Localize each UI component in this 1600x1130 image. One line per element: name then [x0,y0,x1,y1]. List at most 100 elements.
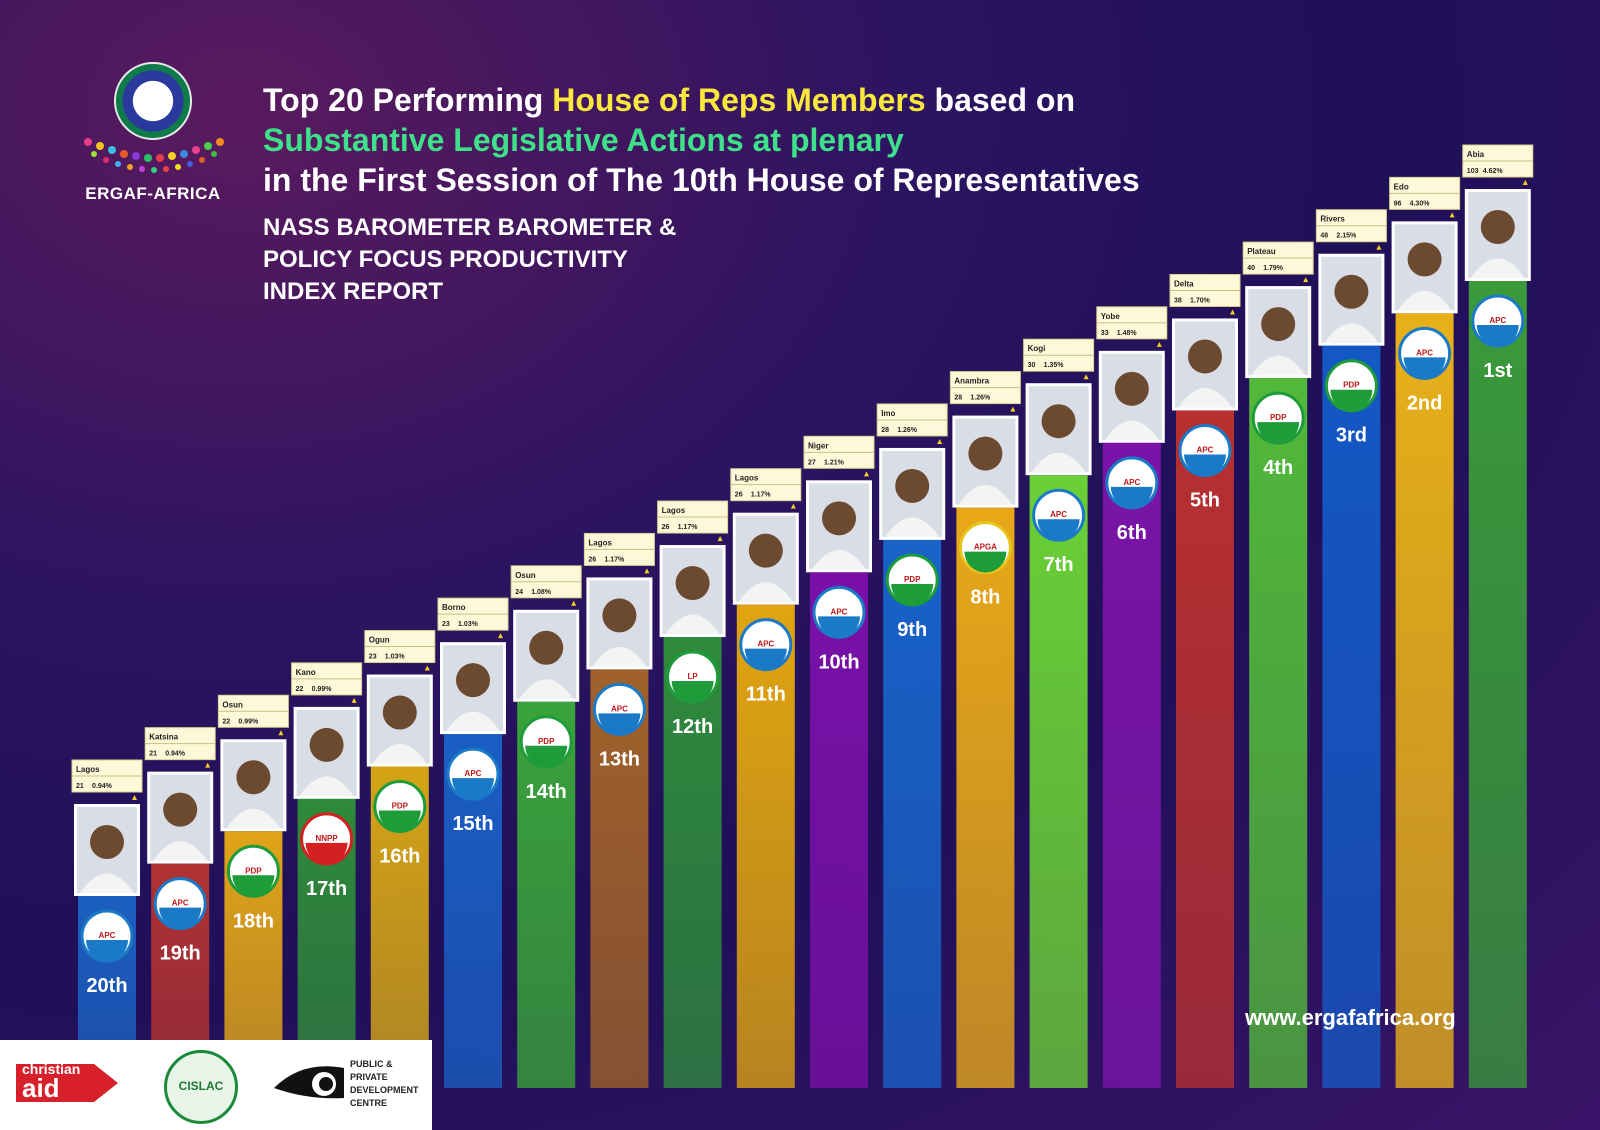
portrait-head [968,436,1003,471]
state-label: Lagos [76,765,100,774]
party-logo-band [1184,454,1226,476]
percent-label: 1.21% [824,459,845,466]
portrait-body [519,679,574,699]
portrait-body [592,646,647,667]
value-label: 26 [735,492,743,499]
title-line-1: Top 20 Performing House of Reps Members … [263,82,1075,119]
percent-label: 2.15% [1336,233,1357,240]
state-label: Imo [881,409,895,418]
chart-bar [1029,475,1088,1088]
rank-label: 14th [526,781,567,803]
portrait-head [1407,242,1442,277]
up-arrow-icon [571,600,577,606]
percent-label: 0.94% [165,751,186,758]
rank-label: 3rd [1336,425,1367,447]
chart-bar [1468,281,1527,1088]
rank-label: 8th [970,587,1000,609]
party-logo-label: APC [1489,316,1506,325]
chart-bar [956,507,1015,1088]
portrait-head [675,566,710,601]
chart-bar-group: Delta 38 1.70% APC 5th [1169,273,1241,1088]
party-logo-band [525,745,568,767]
rank-label: 2nd [1407,392,1443,414]
state-label: Kogi [1028,344,1046,353]
portrait-head [1188,339,1222,374]
rank-label: 1st [1483,360,1512,382]
party-logo-band [378,810,421,832]
sponsor3-line-4: CENTRE [350,1098,388,1108]
state-label: Osun [515,571,536,580]
value-label: 23 [369,654,377,661]
portrait-body [1031,452,1086,473]
value-label: 22 [296,686,304,693]
chart-bar-group: Niger 27 1.21% APC 10th [803,435,875,1088]
party-logo-band [1257,422,1300,444]
logo-dots-icon [84,138,224,173]
logo-emblem-icon [114,62,192,140]
chart-bar-group: Imo 28 1.26% PDP 9th [876,403,948,1088]
chart-bar-group: Lagos 21 0.94% APC 20th [71,759,143,1088]
party-logo-label: APC [172,899,189,908]
portrait-body [1251,355,1306,376]
party-logo-band [1110,486,1153,508]
value-label: 26 [662,524,670,531]
website-url[interactable]: www.ergafafrica.org [1245,1005,1456,1030]
portrait-body [885,517,940,537]
christian-aid-logo-icon [16,1064,118,1102]
state-label: Rivers [1320,215,1345,224]
party-logo-label: PDP [245,866,262,875]
sponsor1-small-text: christian [22,1061,81,1077]
party-logo-label: APC [831,607,848,616]
chart-bar-group: Rivers 48 2.15% PDP 3rd [1315,209,1387,1089]
percent-label: 1.03% [458,621,479,628]
title-part-1: Top 20 Performing [263,82,553,118]
report-subtitle: NASS BAROMETER BAROMETER & POLICY FOCUS … [263,212,676,308]
up-arrow-icon [132,795,137,800]
rank-label: 15th [452,813,493,835]
value-label: 21 [76,783,84,790]
portrait-body [665,614,720,635]
ppdc-eye-logo-icon [274,1066,344,1099]
up-arrow-icon [205,762,211,768]
percent-label: 1.17% [604,556,625,563]
chart-bar-group: Ogun 23 1.03% PDP 16th [364,630,436,1088]
up-arrow-icon [644,568,650,574]
portrait-body [1397,290,1452,311]
percent-label: 4.30% [1410,200,1431,207]
up-arrow-icon [278,730,284,736]
state-label: Lagos [735,474,759,483]
chart-bar-group: Anambra 28 1.26% APGA 8th [949,371,1021,1088]
cislac-logo-icon: CISLAC [164,1050,238,1124]
percent-label: 0.99% [238,718,259,725]
portrait-body [958,485,1013,505]
up-arrow-icon [937,438,943,444]
value-label: 48 [1320,233,1328,240]
state-label: Lagos [662,506,686,515]
rank-label: 13th [599,748,640,770]
value-label: 21 [149,751,157,758]
portrait-head [90,825,124,859]
portrait-body [299,776,354,796]
value-label: 23 [442,621,450,628]
percent-label: 1.48% [1117,330,1138,337]
portrait-head [1480,210,1515,244]
subtitle-line-1: NASS BAROMETER BAROMETER & [263,214,677,241]
rank-label: 5th [1190,489,1220,511]
party-logo-band [744,648,787,670]
portrait-head [822,501,856,536]
portrait-body [738,582,793,602]
percent-label: 1.17% [678,524,699,531]
state-label: Anambra [954,377,989,386]
portrait-head [163,792,198,827]
party-logo-band [1330,389,1373,411]
chart-bar-group: Lagos 26 1.17% APC 11th [730,468,802,1088]
portrait-head [529,630,564,665]
chart-bar-group: Osun 24 1.08% PDP 14th [510,565,582,1088]
state-label: Plateau [1247,247,1276,256]
chart-bar [883,539,942,1088]
up-arrow-icon [1230,309,1235,315]
party-logo-label: PDP [538,737,555,746]
party-logo-label: PDP [1270,413,1287,422]
title-line-2: Substantive Legislative Actions at plena… [263,122,904,158]
up-arrow-icon [790,503,796,509]
